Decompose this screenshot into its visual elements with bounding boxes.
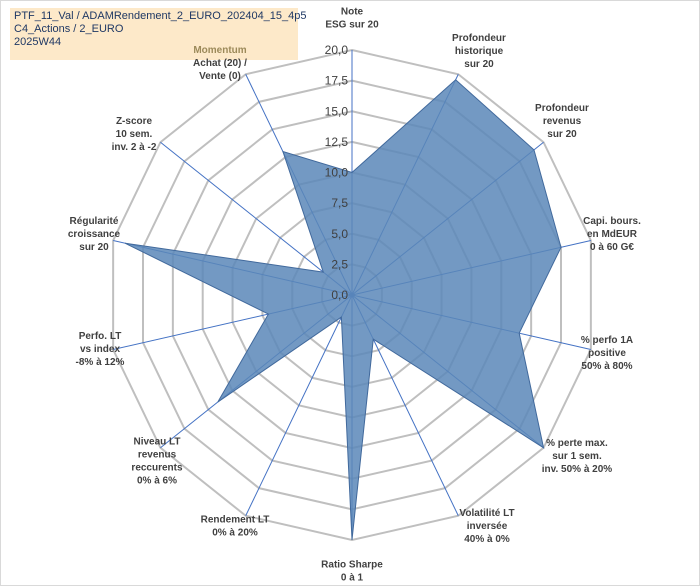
axis-label-8-line-1: 0% à 20%: [212, 528, 258, 539]
tick-label-5: 12,5: [325, 135, 349, 149]
axis-spoke-12: [160, 141, 353, 296]
chart-title-line3: 2025W44: [14, 36, 62, 48]
axis-label-2-line-2: sur 20: [547, 129, 577, 140]
axis-label-0-line-0: Note: [341, 7, 364, 18]
axis-label-5-line-0: % perte max.: [546, 438, 608, 449]
tick-label-3: 7,5: [331, 196, 348, 210]
axis-label-13-line-0: Momentum: [193, 45, 246, 56]
axis-label-2-line-1: revenus: [543, 116, 582, 127]
axis-label-9-line-1: revenus: [138, 450, 177, 461]
axis-label-1-line-2: sur 20: [464, 59, 494, 70]
axis-label-11-line-2: sur 20: [79, 242, 109, 253]
axis-label-6-line-1: inversée: [467, 521, 508, 532]
axis-label-12-line-2: inv. 2 à -2: [112, 142, 157, 153]
axis-label-7-line-1: 0 à 1: [341, 573, 364, 584]
tick-label-4: 10,0: [325, 166, 349, 180]
axis-label-5-line-1: sur 1 sem.: [552, 451, 602, 462]
data-area-series-0: [124, 79, 562, 541]
axis-label-10-line-1: vs index: [80, 344, 120, 355]
axis-label-3-line-1: en MdEUR: [587, 229, 638, 240]
axis-label-13-line-1: Achat (20) /: [193, 58, 247, 69]
axis-label-4-line-0: % perfo 1A: [581, 335, 633, 346]
tick-label-0: 0,0: [331, 288, 348, 302]
axis-label-6-line-0: Volatilité LT: [459, 508, 514, 519]
axis-label-11-line-1: croissance: [68, 229, 121, 240]
axis-label-13-line-2: Vente (0): [199, 71, 241, 82]
tick-label-8: 20,0: [325, 43, 349, 57]
axis-label-5-line-2: inv. 50% à 20%: [542, 464, 613, 475]
axis-label-4-line-2: 50% à 80%: [581, 361, 632, 372]
axis-label-7-line-0: Ratio Sharpe: [321, 560, 383, 571]
chart-title-line1: PTF_11_Val / ADAMRendement_2_EURO_202404…: [14, 10, 307, 22]
axis-label-10-line-2: -8% à 12%: [76, 357, 125, 368]
axis-label-12-line-1: 10 sem.: [116, 129, 153, 140]
axis-label-6-line-2: 40% à 0%: [464, 534, 510, 545]
axis-label-1-line-0: Profondeur: [452, 33, 506, 44]
axis-label-2-line-0: Profondeur: [535, 103, 589, 114]
axis-label-4-line-1: positive: [588, 348, 626, 359]
chart-title-line2: C4_Actions / 2_EURO: [14, 23, 124, 35]
axis-label-9-line-2: reccurents: [131, 463, 183, 474]
tick-label-7: 17,5: [325, 74, 349, 88]
tick-label-6: 15,0: [325, 104, 349, 118]
axis-label-8-line-0: Rendement LT: [201, 515, 270, 526]
axis-label-11-line-0: Régularité: [70, 216, 119, 227]
axis-spoke-8: [245, 294, 353, 516]
axis-label-3-line-0: Capi. bours.: [583, 216, 641, 227]
chart-title-box: PTF_11_Val / ADAMRendement_2_EURO_202404…: [10, 8, 307, 60]
axis-label-12-line-0: Z-score: [116, 116, 153, 127]
tick-label-1: 2,5: [331, 257, 348, 271]
axis-label-9-line-3: 0% à 6%: [137, 476, 177, 487]
tick-label-2: 5,0: [331, 227, 348, 241]
axis-label-0-line-1: ESG sur 20: [325, 20, 379, 31]
axis-label-9-line-0: Niveau LT: [133, 437, 180, 448]
axis-label-1-line-1: historique: [455, 46, 504, 57]
axis-label-3-line-2: 0 à 60 G€: [590, 242, 634, 253]
axis-label-10-line-0: Perfo. LT: [79, 331, 122, 342]
